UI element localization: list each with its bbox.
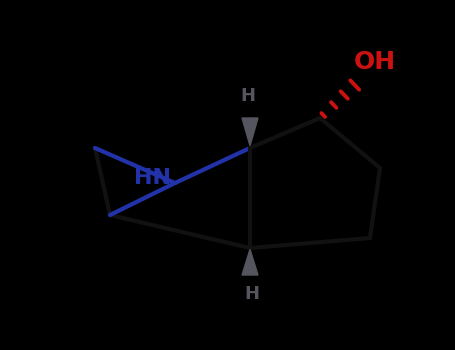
Text: H: H bbox=[244, 285, 259, 303]
Text: HN: HN bbox=[133, 168, 171, 188]
Polygon shape bbox=[242, 118, 258, 145]
Text: H: H bbox=[241, 87, 256, 105]
Text: OH: OH bbox=[354, 50, 396, 74]
Polygon shape bbox=[242, 250, 258, 275]
